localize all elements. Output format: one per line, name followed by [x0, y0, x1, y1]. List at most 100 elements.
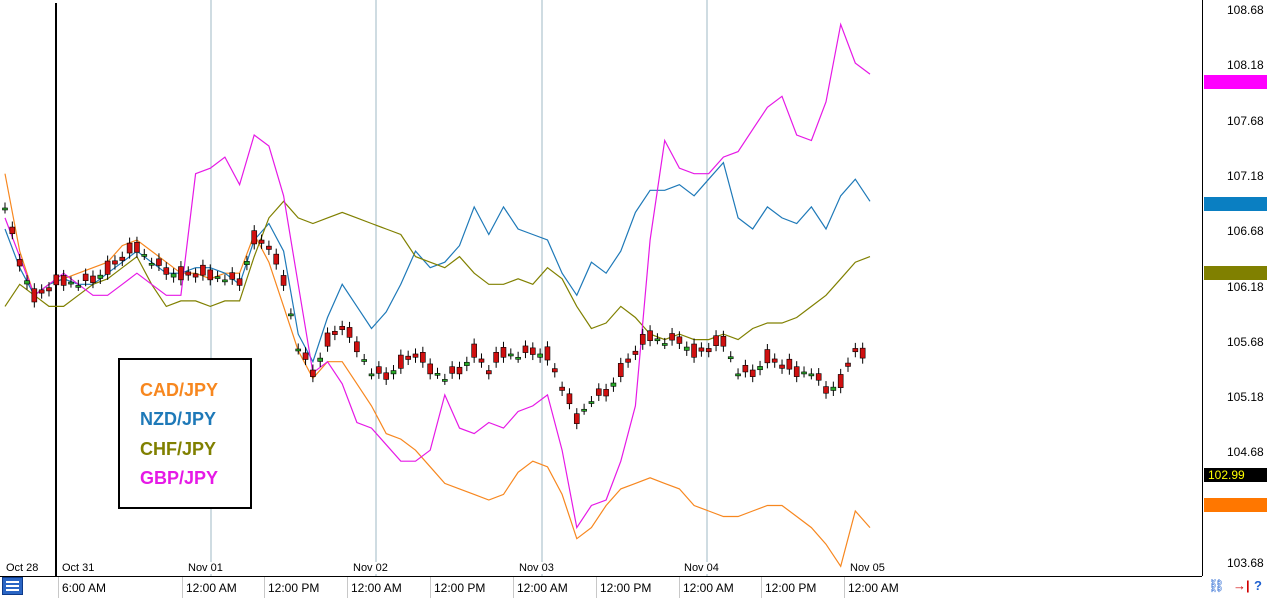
candle-body [661, 343, 668, 346]
candle-body [625, 358, 631, 363]
candle-body [178, 266, 184, 281]
toolbar: ⛓ →| ? [1208, 578, 1266, 596]
candle-body [771, 358, 778, 363]
legend-box: CAD/JPY NZD/JPY CHF/JPY GBP/JPY [118, 358, 252, 509]
candle-body [815, 373, 822, 381]
candle-body [119, 256, 126, 261]
price-tag-3: 102.99 [1204, 468, 1267, 482]
candle-body [727, 356, 734, 360]
candle-body [427, 363, 433, 375]
candle-body [852, 348, 859, 353]
candle-body [192, 273, 199, 278]
candle-body [757, 366, 763, 371]
candle-body [691, 343, 697, 358]
candle-body [713, 335, 719, 346]
candle-body [170, 273, 177, 278]
candle-body [295, 348, 302, 352]
candle-body [793, 366, 800, 377]
candle-body [676, 336, 683, 344]
candle-body [383, 372, 389, 380]
candle-body [786, 358, 793, 370]
candle-body [214, 276, 221, 279]
candle-body [207, 269, 214, 281]
candle-body [522, 345, 529, 353]
candle-body [683, 346, 690, 351]
date-label: Nov 01 [186, 562, 225, 574]
candle-body [60, 275, 67, 286]
candle-body [361, 359, 367, 362]
candle-body [68, 281, 74, 285]
candle-body [141, 254, 148, 257]
candle-body [46, 287, 52, 292]
x-tick-separator [679, 577, 680, 598]
series-line-nzd-jpy [4, 161, 871, 364]
candle-body [405, 355, 411, 360]
x-tick-label: 12:00 AM [848, 581, 899, 595]
menu-icon[interactable] [2, 577, 23, 595]
x-tick-label: 12:00 AM [517, 581, 568, 595]
candle-body [595, 388, 602, 396]
legend-item-cad-jpy: CAD/JPY [140, 380, 219, 400]
candle-body [529, 347, 536, 355]
x-tick-separator [182, 577, 183, 598]
legend-item-nzd-jpy: NZD/JPY [140, 409, 217, 429]
y-tick-label: 107.68 [1227, 113, 1264, 128]
candle-body [273, 253, 280, 265]
candle-body [420, 352, 426, 363]
candle-body [764, 349, 771, 364]
candle-body [705, 348, 712, 353]
candle-body [376, 366, 382, 374]
candle-body [632, 350, 639, 355]
x-tick-separator [347, 577, 348, 598]
candle-body [222, 279, 228, 283]
candle-body [16, 259, 23, 267]
candle-body [332, 330, 338, 335]
arrow-red-icon[interactable]: →| [1233, 578, 1250, 593]
candle-body [104, 260, 111, 275]
candle-body [434, 373, 441, 376]
candle-body [9, 226, 16, 234]
x-tick-label: 12:00 PM [765, 581, 817, 595]
series-line-chf-jpy [4, 200, 871, 341]
price-tag-1 [1204, 197, 1267, 211]
link-icon[interactable]: ⛓ [1208, 578, 1225, 593]
candle-body [148, 262, 155, 266]
candle-body [442, 379, 448, 382]
candle-body [126, 242, 133, 254]
candle-body [251, 230, 258, 245]
candle-body [75, 285, 82, 288]
candle-body [412, 353, 419, 358]
time-axis: 6:00 AM 12:00 AM 12:00 PM 12:00 AM 12:00 PM 1… [0, 576, 1202, 602]
candle-body [720, 335, 727, 347]
candle-body [801, 371, 807, 375]
x-tick-label: 6:00 AM [62, 581, 107, 595]
candle-body [288, 313, 294, 317]
candle-body [31, 288, 38, 303]
x-tick-label: 12:00 PM [268, 581, 320, 595]
x-tick-separator [58, 577, 59, 598]
candle-body [244, 261, 250, 265]
candle-body [346, 327, 353, 338]
candle-body [573, 413, 580, 424]
y-tick-label: 107.18 [1227, 168, 1264, 183]
candle-body [185, 271, 192, 276]
candle-body [837, 374, 844, 388]
x-tick-label: 12:00 AM [683, 581, 734, 595]
help-icon[interactable]: ? [1254, 578, 1262, 593]
y-tick-label: 105.18 [1227, 390, 1264, 405]
price-axis: 108.68 108.18 107.68 107.18 106.68 106.18 105.… [1203, 0, 1267, 576]
candle-body [515, 356, 521, 360]
x-tick-label: 12:00 PM [600, 581, 652, 595]
candle-body [2, 207, 8, 211]
candle-body [163, 267, 170, 275]
candle-body [486, 370, 492, 375]
candle-body [617, 363, 624, 377]
candle-body [654, 338, 661, 342]
candle-body [537, 353, 543, 358]
date-label: Nov 02 [351, 562, 390, 574]
date-label: Oct 28 [4, 562, 41, 574]
candle-body [508, 353, 514, 357]
x-tick-label: 12:00 AM [351, 581, 402, 595]
candle-body [749, 369, 756, 377]
series-line-gbp-jpy [4, 22, 871, 530]
